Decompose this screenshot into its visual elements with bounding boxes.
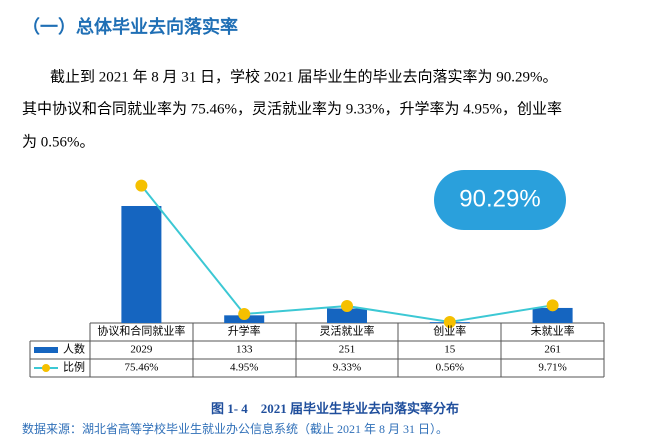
marker (238, 307, 251, 320)
table-header: 协议和合同就业率 (97, 324, 185, 338)
legend-label: 比例 (63, 360, 85, 374)
marker (443, 315, 456, 328)
bar (121, 205, 162, 323)
paragraph-line: 为 0.56%。 (22, 133, 95, 150)
bar (532, 307, 573, 323)
table-cell: 133 (236, 344, 253, 356)
marker (341, 300, 353, 313)
table-cell: 4.95% (230, 362, 258, 374)
badge-text: 90.29% (459, 185, 540, 212)
table-header: 创业率 (433, 324, 466, 338)
legend-label: 人数 (63, 343, 85, 356)
legend-marker (42, 364, 50, 372)
legend-swatch (34, 347, 58, 353)
table-cell: 251 (339, 344, 356, 356)
marker (546, 299, 559, 312)
table-header: 未就业率 (531, 324, 575, 338)
caption: 图 1- 4 2021 届毕业生毕业去向落实率分布 (211, 401, 459, 416)
badge (434, 170, 566, 230)
paragraph-line: 截止到 2021 年 8 月 31 日，学校 2021 届毕业生的毕业去向落实率… (50, 68, 558, 85)
table-cell: 9.33% (333, 362, 361, 374)
table-cell: 2029 (130, 344, 153, 356)
table-cell: 261 (544, 344, 561, 356)
paragraph-line: 其中协议和合同就业率为 75.46%，灵活就业率为 9.33%，升学率为 4.9… (22, 100, 562, 117)
source: 数据来源：湖北省高等学校毕业生就业办公信息系统（截止 2021 年 8 月 31… (22, 421, 448, 436)
table-cell: 9.71% (538, 362, 566, 374)
heading: （一）总体毕业去向落实率 (22, 16, 238, 38)
bar (327, 308, 367, 323)
table-cell: 15 (444, 344, 456, 356)
table-header: 灵活就业率 (320, 324, 375, 338)
table-cell: 75.46% (124, 362, 158, 374)
table-header: 升学率 (228, 324, 261, 338)
table-cell: 0.56% (436, 362, 464, 374)
marker (135, 179, 148, 192)
